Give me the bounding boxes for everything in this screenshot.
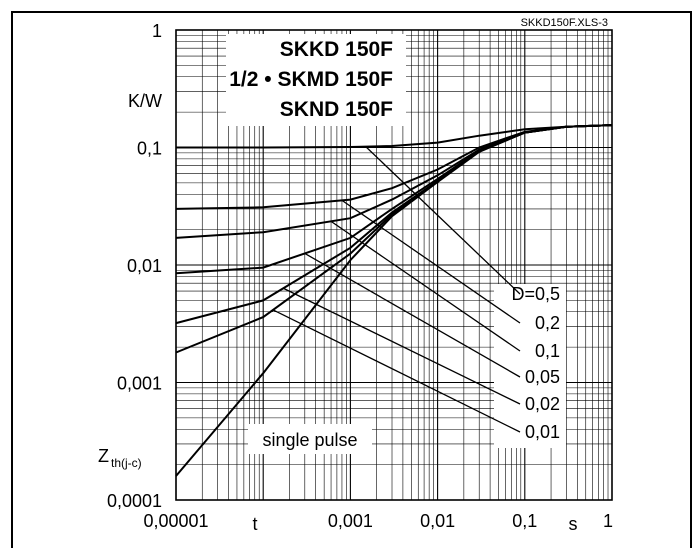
series-label-4: 0,02	[525, 394, 560, 414]
y-tick-label-4: 0,0001	[107, 491, 162, 511]
y-tick-label-1: 0,1	[137, 139, 162, 159]
single-pulse-label-box	[248, 424, 372, 454]
y-tick-label-3: 0,001	[117, 374, 162, 394]
x-unit-label: s	[569, 514, 578, 534]
y-tick-label-2: 0,01	[127, 256, 162, 276]
series-line-1	[175, 124, 613, 210]
leader-line-1	[341, 199, 521, 324]
x-tick-label-2: 0,01	[420, 511, 455, 531]
y-tick-label-0: 1	[152, 21, 162, 41]
title-box	[226, 34, 406, 126]
source-tag: SKKD150F.XLS-3	[521, 17, 608, 29]
title-line-1: SKKD 150F	[280, 38, 393, 61]
series-line-6	[175, 124, 613, 477]
x-tick-label-0: 0,00001	[143, 511, 208, 531]
series-label-single-pulse: single pulse	[262, 430, 357, 450]
outer-frame	[11, 11, 692, 548]
leader-line-5	[272, 309, 521, 433]
leader-line-3	[304, 252, 521, 378]
leader-line-4	[283, 287, 521, 405]
x-tick-label-3: 0,1	[512, 511, 537, 531]
title-line-3: SKND 150F	[280, 98, 393, 121]
x-axis-label: t	[252, 514, 257, 534]
series-label-2: 0,1	[535, 341, 560, 361]
y-axis-label: Z	[98, 446, 109, 466]
series-label-0: D=0,5	[511, 284, 560, 304]
series-label-1: 0,2	[535, 313, 560, 333]
series-label-5: 0,01	[525, 422, 560, 442]
x-tick-label-4: 1	[603, 511, 613, 531]
series-line-2	[175, 124, 613, 239]
duty-label-box	[494, 284, 566, 448]
leader-line-2	[330, 220, 521, 352]
y-axis-label-subscript: th(j-c)	[111, 456, 142, 470]
y-unit-label: K/W	[128, 91, 162, 111]
series-label-3: 0,05	[525, 367, 560, 387]
plot-border	[175, 29, 613, 501]
x-tick-label-1: 0,001	[328, 511, 373, 531]
title-line-2: 1/2 • SKMD 150F	[229, 68, 393, 91]
leader-line-0	[365, 146, 521, 295]
